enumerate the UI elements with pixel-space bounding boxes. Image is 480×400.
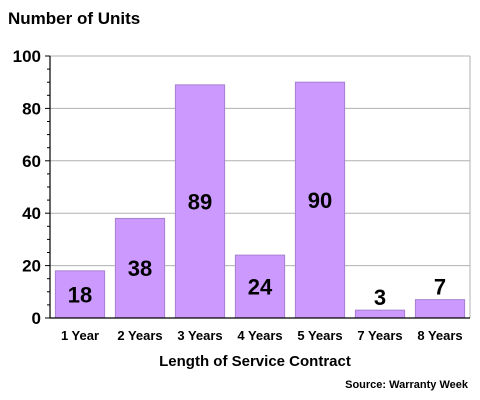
bar: [414, 299, 466, 319]
y-tick-label: 80: [22, 99, 41, 118]
bar: [234, 254, 286, 319]
y-axis-title: Number of Units: [8, 9, 140, 28]
x-tick-label: 1 Year: [61, 328, 99, 343]
x-tick-label: 5 Years: [297, 328, 342, 343]
y-tick-label: 40: [22, 204, 41, 223]
x-tick-label: 4 Years: [237, 328, 282, 343]
data-label: 38: [128, 256, 152, 281]
y-tick-label: 0: [32, 309, 41, 328]
data-label: 90: [308, 188, 332, 213]
y-tick-labels: 0 20 40 60 80 100: [13, 47, 41, 328]
bar: [354, 309, 406, 319]
data-labels: 18 38 89 24 90 3 7: [68, 188, 446, 310]
data-label: 3: [374, 285, 386, 310]
data-label: 7: [434, 275, 446, 300]
y-tick-label: 100: [13, 47, 41, 66]
bar: [294, 81, 346, 319]
gridlines: [50, 55, 471, 318]
y-tick-label: 20: [22, 257, 41, 276]
bar: [114, 217, 166, 319]
axes: [45, 55, 470, 319]
x-tick-label: 8 Years: [417, 328, 462, 343]
data-label: 24: [248, 275, 273, 300]
x-tick-label: 7 Years: [357, 328, 402, 343]
bar: [174, 84, 226, 319]
y-tick-label: 60: [22, 152, 41, 171]
x-tick-label: 2 Years: [117, 328, 162, 343]
data-label: 89: [188, 189, 212, 214]
data-label: 18: [68, 282, 92, 307]
x-tick-labels: 1 Year 2 Years 3 Years 4 Years 5 Years 7 Year…: [61, 328, 463, 343]
x-axis-title: Length of Service Contract: [159, 353, 351, 370]
bars: [54, 81, 466, 319]
x-tick-label: 3 Years: [177, 328, 222, 343]
source-note: Source: Warranty Week: [345, 379, 469, 391]
